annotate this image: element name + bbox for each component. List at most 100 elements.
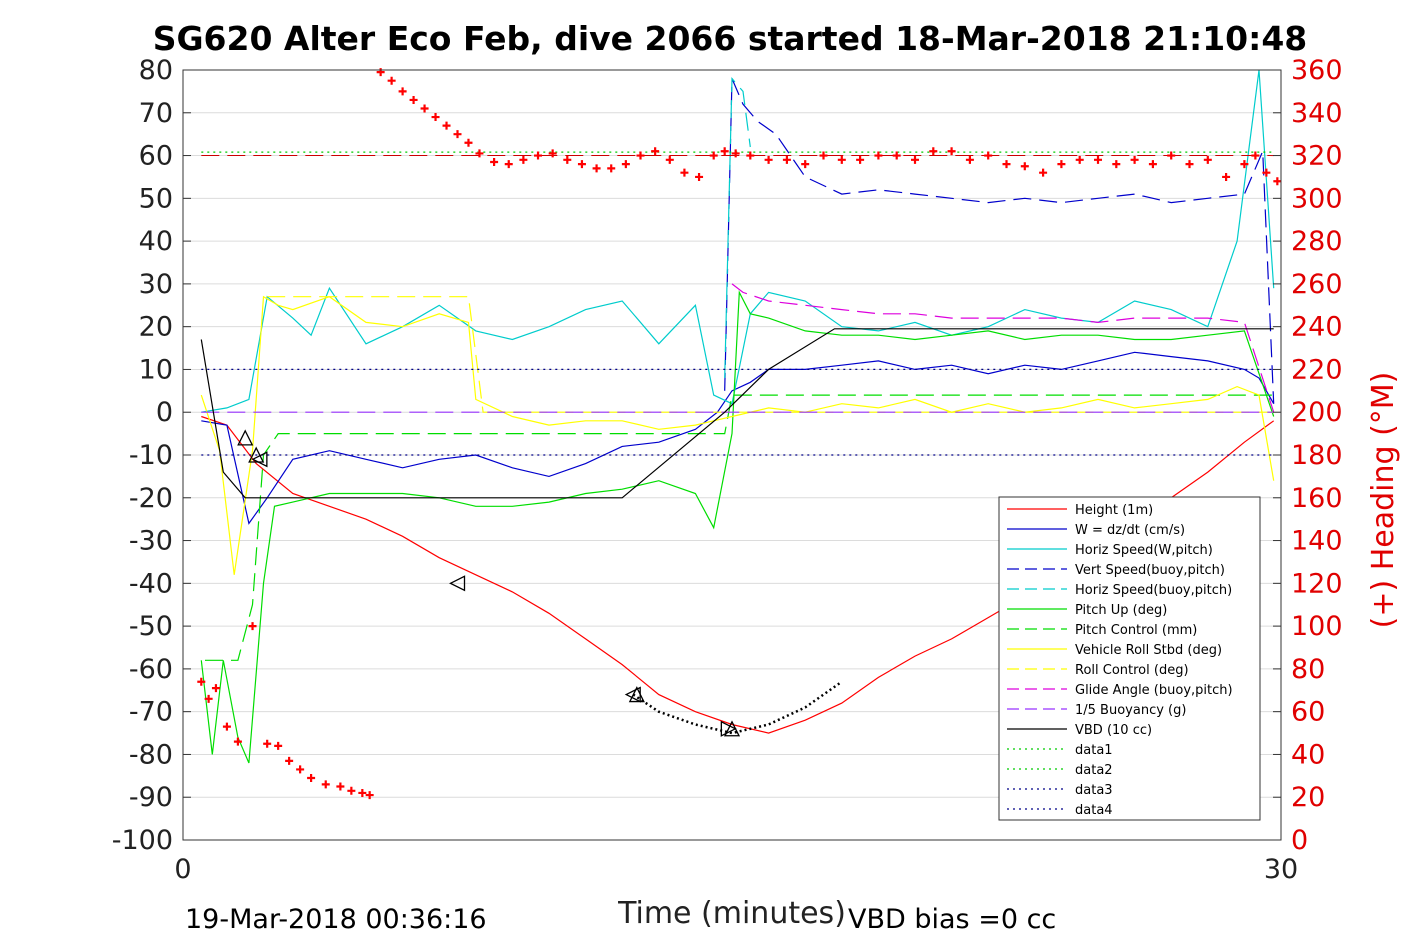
y-right-tick-label: 340 <box>1291 98 1343 129</box>
heading-point <box>856 155 865 164</box>
y-right-tick-label: 180 <box>1291 440 1343 471</box>
legend-label: Roll Control (deg) <box>1075 663 1189 678</box>
footer-vbd-bias: VBD bias =0 cc <box>848 904 1056 935</box>
heading-point <box>1185 160 1194 169</box>
y-right-tick-label: 300 <box>1291 183 1343 214</box>
y-tick-label: -100 <box>112 825 173 856</box>
y-right-tick-label: 80 <box>1291 654 1325 685</box>
x-tick-label: 0 <box>174 854 191 885</box>
legend-label: Vert Speed(buoy,pitch) <box>1075 563 1225 578</box>
heading-point <box>947 147 956 156</box>
y-tick-label: 60 <box>139 141 173 172</box>
y-tick-label: 40 <box>139 226 173 257</box>
heading-point <box>563 155 572 164</box>
heading-point <box>892 151 901 160</box>
heading-point <box>398 87 407 96</box>
series-line <box>205 394 1274 661</box>
legend-label: Pitch Control (mm) <box>1075 623 1197 638</box>
heading-point <box>519 155 528 164</box>
heading-point <box>731 149 740 158</box>
heading-point <box>347 786 356 795</box>
series-line <box>200 295 1275 575</box>
heading-point <box>1002 160 1011 169</box>
heading-point <box>621 160 630 169</box>
heading-point <box>248 622 257 631</box>
heading-point <box>984 151 993 160</box>
x-axis-ticks: 0 30 <box>174 832 1298 885</box>
y-right-tick-label: 320 <box>1291 141 1343 172</box>
heading-point <box>296 765 305 774</box>
heading-point <box>197 677 206 686</box>
y-tick-label: 80 <box>139 55 173 86</box>
heading-point <box>504 160 513 169</box>
turn-marker <box>248 446 265 463</box>
legend-box <box>998 496 1261 821</box>
heading-point <box>233 737 242 746</box>
turn-marker <box>720 720 737 737</box>
heading-point <box>665 155 674 164</box>
legend-label: data4 <box>1075 803 1113 818</box>
heading-point <box>204 694 213 703</box>
heading-point <box>1057 160 1066 169</box>
series-line <box>724 77 751 379</box>
y-right-tick-label: 160 <box>1291 483 1343 514</box>
y-tick-label: -30 <box>129 526 173 557</box>
heading-point <box>1094 155 1102 164</box>
heading-point <box>636 151 645 160</box>
heading-point <box>782 155 791 164</box>
turn-markers <box>237 429 741 737</box>
heading-point <box>409 95 418 104</box>
series-line <box>200 328 1274 499</box>
y-tick-label: -60 <box>129 654 173 685</box>
right-axis-label: (+) Heading (°M) <box>1366 372 1401 629</box>
x-tick-label: 30 <box>1264 854 1298 885</box>
y-tick-label: -40 <box>129 568 173 599</box>
series-line <box>201 69 1275 413</box>
y-right-tick-label: 140 <box>1291 526 1343 557</box>
legend-label: Horiz Speed(W,pitch) <box>1075 543 1213 558</box>
heading-point <box>442 121 451 130</box>
heading-point <box>651 147 660 156</box>
series-lines <box>200 69 1275 764</box>
legend-label: Vehicle Roll Stbd (deg) <box>1075 643 1222 658</box>
y-right-tick-label: 100 <box>1291 611 1343 642</box>
heading-point <box>534 151 543 160</box>
y-tick-label: 0 <box>156 397 173 428</box>
heading-point <box>358 788 367 797</box>
legend-label: W = dz/dt (cm/s) <box>1075 523 1185 538</box>
heading-point <box>376 68 385 77</box>
turn-marker <box>251 451 268 468</box>
heading-point <box>929 147 938 156</box>
heading-point <box>420 104 429 113</box>
heading-point <box>387 76 396 85</box>
heading-point <box>592 164 601 173</box>
heading-point <box>274 741 283 750</box>
y-right-tick-label: 20 <box>1291 782 1325 813</box>
y-tick-label: 10 <box>139 354 173 385</box>
legend-label: Glide Angle (buoy,pitch) <box>1075 683 1233 698</box>
y-tick-label: -80 <box>129 739 173 770</box>
heading-point <box>1203 155 1212 164</box>
heading-point <box>1262 168 1271 177</box>
heading-point <box>548 149 557 158</box>
heading-point <box>321 780 330 789</box>
x-axis-label: Time (minutes) <box>617 896 846 931</box>
heading-point <box>1112 160 1121 169</box>
heading-point <box>464 138 473 147</box>
y-tick-label: 20 <box>139 312 173 343</box>
y-right-tick-label: 260 <box>1291 269 1343 300</box>
heading-point <box>577 160 586 169</box>
heading-point <box>475 149 484 158</box>
heading-point <box>336 782 345 791</box>
heading-point <box>720 147 729 156</box>
legend-label: data2 <box>1075 763 1113 778</box>
legend-label: data1 <box>1075 743 1113 758</box>
heading-point <box>819 151 828 160</box>
legend-label: Height (1m) <box>1075 503 1153 518</box>
heading-point <box>453 130 462 139</box>
y-tick-label: -10 <box>129 440 173 471</box>
heading-point <box>1167 151 1176 160</box>
turn-marker <box>449 575 466 592</box>
series-line <box>200 290 1275 764</box>
